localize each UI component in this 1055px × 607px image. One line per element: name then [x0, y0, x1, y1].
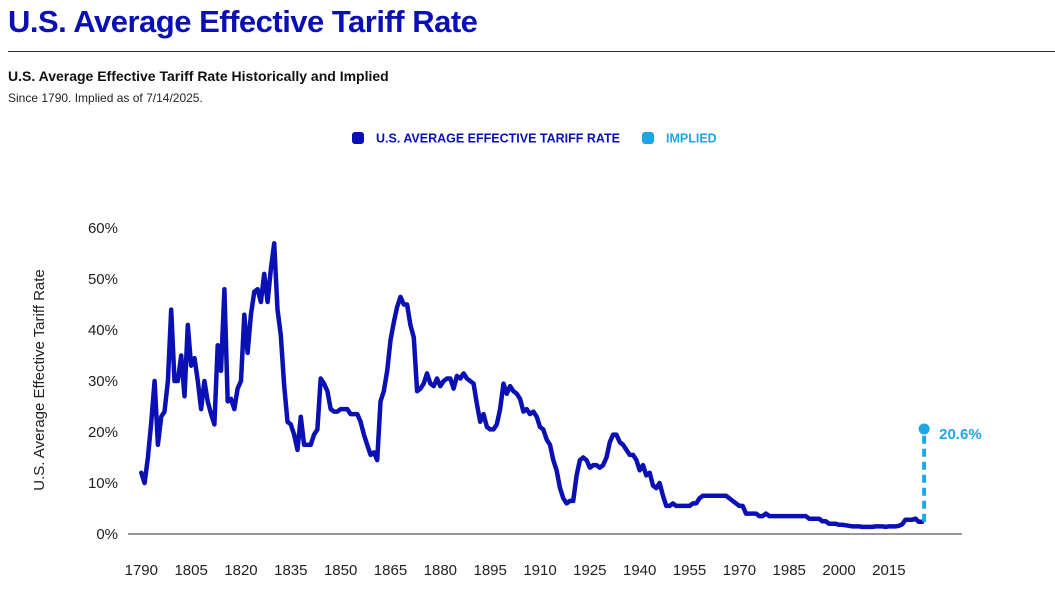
y-tick-label: 60% — [88, 220, 118, 237]
legend-marker-tariff-rate — [352, 132, 364, 144]
x-tick-label: 1895 — [473, 562, 506, 579]
x-tick-label: 2000 — [822, 562, 855, 579]
implied-data-label: 20.6% — [939, 426, 982, 443]
x-tick-label: 1910 — [523, 562, 556, 579]
legend-label-tariff-rate: U.S. AVERAGE EFFECTIVE TARIFF RATE — [376, 132, 620, 146]
x-tick-label: 1955 — [673, 562, 706, 579]
x-tick-label: 1865 — [374, 562, 407, 579]
chart-subtitle: Since 1790. Implied as of 7/14/2025. — [8, 91, 203, 105]
x-tick-label: 1805 — [174, 562, 207, 579]
series-line-tariff-rate — [139, 241, 925, 530]
x-tick-label: 1850 — [324, 562, 357, 579]
y-tick-label: 10% — [88, 475, 118, 492]
y-axis-label: U.S. Average Effective Tariff Rate — [31, 269, 48, 491]
legend-label-implied: IMPLIED — [666, 132, 717, 146]
x-tick-label: 1835 — [274, 562, 307, 579]
x-tick-label: 1925 — [573, 562, 606, 579]
x-tick-label: 2015 — [872, 562, 905, 579]
x-tick-label: 1820 — [224, 562, 257, 579]
legend-marker-implied — [642, 132, 654, 144]
x-tick-label: 1880 — [424, 562, 457, 579]
x-tick-label: 1970 — [723, 562, 756, 579]
y-tick-label: 40% — [88, 322, 118, 339]
y-tick-label: 20% — [88, 424, 118, 441]
page-title: U.S. Average Effective Tariff Rate — [8, 4, 478, 39]
implied-point — [918, 423, 930, 435]
chart-title: U.S. Average Effective Tariff Rate Histo… — [8, 68, 389, 84]
y-tick-label: 0% — [96, 526, 118, 543]
x-tick-label: 1940 — [623, 562, 656, 579]
y-tick-label: 50% — [88, 271, 118, 288]
x-tick-label: 1790 — [125, 562, 158, 579]
title-divider — [8, 51, 1055, 52]
x-tick-label: 1985 — [773, 562, 806, 579]
y-tick-label: 30% — [88, 373, 118, 390]
